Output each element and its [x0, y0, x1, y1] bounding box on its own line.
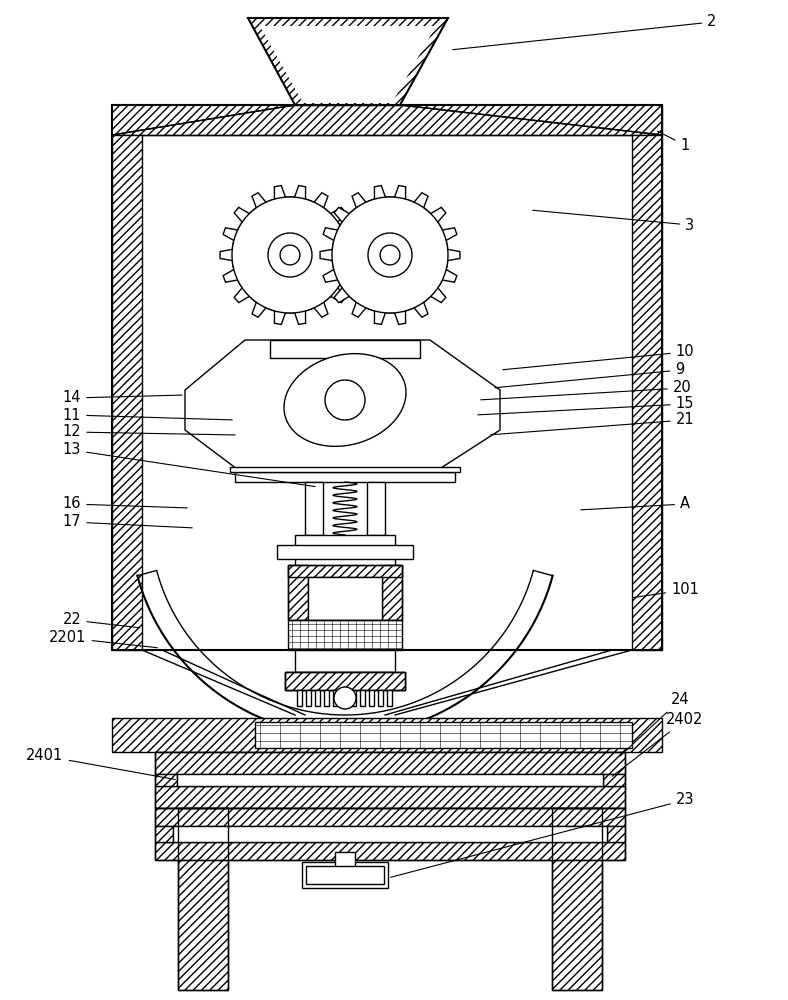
Text: 12: 12 — [63, 424, 236, 440]
Bar — [155, 808, 625, 826]
Bar — [270, 340, 420, 358]
Bar — [288, 565, 402, 577]
Polygon shape — [112, 105, 295, 135]
Bar — [360, 690, 365, 706]
Bar — [295, 650, 395, 672]
Bar — [285, 672, 405, 690]
Bar — [155, 752, 625, 808]
Text: 15: 15 — [478, 396, 694, 415]
Bar — [155, 786, 625, 808]
Bar — [288, 565, 308, 620]
Bar — [632, 135, 662, 650]
Text: 22: 22 — [62, 612, 139, 628]
Bar — [295, 535, 395, 570]
Bar — [142, 135, 632, 650]
Polygon shape — [248, 18, 448, 105]
Bar — [302, 862, 388, 888]
Bar — [177, 774, 603, 786]
Bar — [378, 690, 383, 706]
Bar — [112, 718, 662, 752]
Polygon shape — [368, 233, 412, 277]
Circle shape — [334, 687, 356, 709]
Text: 2402: 2402 — [612, 712, 704, 776]
Bar — [305, 482, 323, 535]
Bar — [285, 672, 405, 690]
Bar — [155, 774, 177, 786]
Bar — [603, 774, 625, 786]
Bar — [235, 472, 455, 482]
Text: 2401: 2401 — [26, 748, 175, 780]
Bar — [155, 842, 625, 860]
Text: A: A — [581, 496, 690, 512]
Bar — [382, 565, 402, 620]
Bar — [288, 620, 402, 650]
Text: 10: 10 — [503, 344, 694, 370]
Polygon shape — [284, 354, 406, 446]
Polygon shape — [380, 245, 400, 265]
Bar — [155, 808, 625, 860]
Bar — [351, 690, 356, 706]
Polygon shape — [332, 197, 448, 313]
Polygon shape — [325, 380, 365, 420]
Bar — [173, 826, 607, 842]
Text: 21: 21 — [491, 412, 694, 435]
Bar — [367, 482, 385, 535]
Bar — [333, 690, 338, 706]
Bar — [178, 808, 228, 990]
Bar — [369, 690, 374, 706]
Text: 9: 9 — [495, 362, 685, 388]
Bar — [155, 752, 625, 774]
Polygon shape — [280, 245, 300, 265]
Bar — [112, 105, 662, 650]
Polygon shape — [260, 26, 436, 103]
Bar — [342, 690, 347, 706]
Text: 11: 11 — [63, 408, 232, 422]
Text: 2: 2 — [453, 14, 717, 50]
Bar — [306, 866, 384, 884]
Polygon shape — [268, 233, 312, 277]
Bar — [306, 690, 311, 706]
Text: 16: 16 — [63, 496, 188, 512]
Text: 23: 23 — [391, 792, 694, 877]
Bar — [324, 690, 329, 706]
Bar — [552, 808, 602, 990]
Text: 2201: 2201 — [50, 631, 158, 648]
Bar — [552, 808, 602, 990]
Bar — [112, 105, 662, 135]
Bar — [112, 135, 142, 650]
Text: 101: 101 — [633, 582, 699, 598]
Polygon shape — [320, 186, 460, 324]
Bar — [178, 808, 228, 990]
Bar — [155, 826, 173, 842]
Bar — [285, 672, 405, 690]
Text: 14: 14 — [63, 390, 182, 406]
Bar — [607, 826, 625, 842]
Bar — [230, 467, 460, 472]
Bar — [335, 852, 355, 868]
Polygon shape — [400, 105, 662, 135]
Polygon shape — [220, 186, 360, 324]
Text: 24: 24 — [620, 692, 690, 756]
Text: 13: 13 — [63, 442, 315, 487]
Text: 1: 1 — [657, 131, 690, 152]
Polygon shape — [232, 197, 348, 313]
Bar — [297, 690, 302, 706]
Bar — [255, 722, 632, 748]
Bar — [387, 690, 392, 706]
Bar — [308, 577, 382, 620]
Bar — [288, 565, 402, 620]
Text: 20: 20 — [481, 380, 691, 400]
Bar — [315, 690, 320, 706]
Text: 3: 3 — [533, 210, 694, 232]
Bar — [277, 545, 413, 559]
Text: 17: 17 — [63, 514, 192, 530]
Polygon shape — [185, 340, 500, 475]
